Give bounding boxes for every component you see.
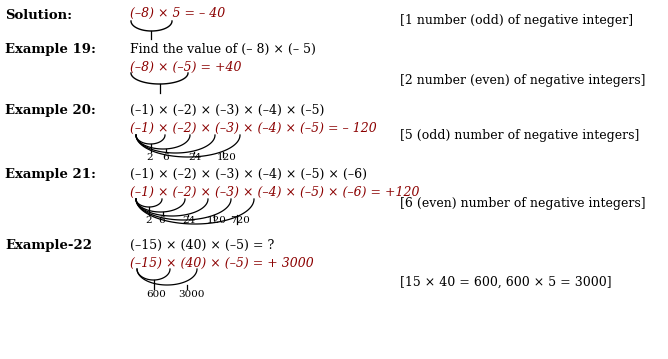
- Text: (–15) × (40) × (–5) = ?: (–15) × (40) × (–5) = ?: [130, 239, 275, 252]
- Text: (–8) × (–5) = +40: (–8) × (–5) = +40: [130, 61, 242, 74]
- Text: 24: 24: [182, 216, 195, 225]
- Text: (–1) × (–2) × (–3) × (–4) × (–5): (–1) × (–2) × (–3) × (–4) × (–5): [130, 104, 325, 117]
- Text: Find the value of (– 8) × (– 5): Find the value of (– 8) × (– 5): [130, 43, 316, 56]
- Text: (–1) × (–2) × (–3) × (–4) × (–5) × (–6) = +120: (–1) × (–2) × (–3) × (–4) × (–5) × (–6) …: [130, 186, 420, 199]
- Text: [15 × 40 = 600, 600 × 5 = 3000]: [15 × 40 = 600, 600 × 5 = 3000]: [400, 276, 612, 289]
- Text: (–1) × (–2) × (–3) × (–4) × (–5) × (–6): (–1) × (–2) × (–3) × (–4) × (–5) × (–6): [130, 168, 367, 181]
- Text: Example 21:: Example 21:: [5, 168, 96, 181]
- Text: [2 number (even) of negative integers]: [2 number (even) of negative integers]: [400, 74, 645, 87]
- Text: (–8) × 5 = – 40: (–8) × 5 = – 40: [130, 7, 225, 20]
- Text: 120: 120: [217, 153, 237, 162]
- Text: [5 (odd) number of negative integers]: [5 (odd) number of negative integers]: [400, 129, 639, 142]
- Text: 6: 6: [162, 153, 168, 162]
- Text: 720: 720: [230, 216, 250, 225]
- Text: Example-22: Example-22: [5, 239, 92, 252]
- Text: 2: 2: [146, 153, 153, 162]
- Text: (–15) × (40) × (–5) = + 3000: (–15) × (40) × (–5) = + 3000: [130, 257, 314, 270]
- Text: Example 19:: Example 19:: [5, 43, 96, 56]
- Text: Solution:: Solution:: [5, 9, 72, 22]
- Text: 6: 6: [158, 216, 165, 225]
- Text: Example 20:: Example 20:: [5, 104, 96, 117]
- Text: 2: 2: [145, 216, 152, 225]
- Text: 120: 120: [207, 216, 227, 225]
- Text: 3000: 3000: [178, 290, 205, 299]
- Text: (–1) × (–2) × (–3) × (–4) × (–5) = – 120: (–1) × (–2) × (–3) × (–4) × (–5) = – 120: [130, 122, 377, 135]
- Text: 600: 600: [146, 290, 166, 299]
- Text: 24: 24: [188, 153, 201, 162]
- Text: [1 number (odd) of negative integer]: [1 number (odd) of negative integer]: [400, 14, 633, 27]
- Text: [6 (even) number of negative integers]: [6 (even) number of negative integers]: [400, 197, 646, 210]
